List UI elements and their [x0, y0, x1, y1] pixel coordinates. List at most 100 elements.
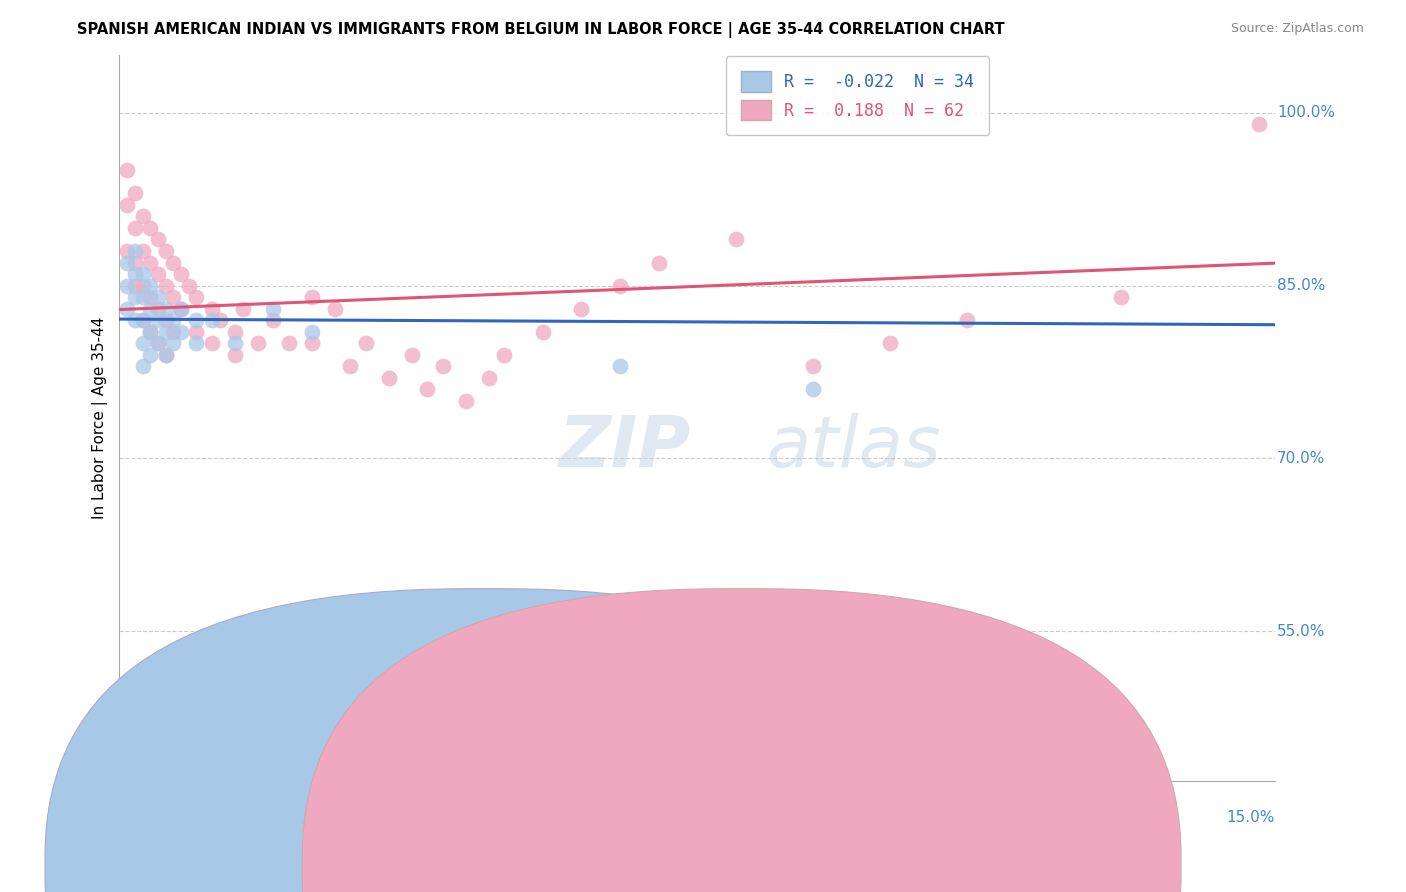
Point	[162, 313, 184, 327]
Text: atlas: atlas	[766, 413, 941, 482]
Point	[401, 348, 423, 362]
Point	[155, 348, 177, 362]
Point	[124, 255, 146, 269]
Point	[339, 359, 361, 374]
Point	[146, 267, 169, 281]
Point	[162, 336, 184, 351]
Text: SPANISH AMERICAN INDIAN VS IMMIGRANTS FROM BELGIUM IN LABOR FORCE | AGE 35-44 CO: SPANISH AMERICAN INDIAN VS IMMIGRANTS FR…	[77, 22, 1005, 38]
Point	[139, 278, 162, 293]
Text: 0.0%: 0.0%	[120, 810, 159, 825]
Text: Immigrants from Belgium: Immigrants from Belgium	[773, 857, 960, 872]
Point	[647, 255, 669, 269]
Point	[432, 359, 454, 374]
Point	[162, 325, 184, 339]
Point	[378, 370, 401, 384]
Point	[201, 301, 224, 316]
Point	[162, 255, 184, 269]
Point	[115, 244, 138, 258]
Point	[879, 336, 901, 351]
Point	[115, 198, 138, 212]
Point	[131, 278, 153, 293]
Point	[131, 267, 153, 281]
Legend: R =  -0.022  N = 34, R =  0.188  N = 62: R = -0.022 N = 34, R = 0.188 N = 62	[725, 56, 988, 136]
Point	[139, 348, 162, 362]
Point	[146, 313, 169, 327]
Point	[801, 382, 824, 396]
Point	[170, 301, 193, 316]
Point	[224, 325, 246, 339]
Point	[139, 325, 162, 339]
Point	[131, 313, 153, 327]
Point	[201, 336, 224, 351]
Text: Spanish American Indians: Spanish American Indians	[520, 857, 710, 872]
Point	[801, 359, 824, 374]
Point	[155, 313, 177, 327]
Point	[146, 290, 169, 304]
Point	[139, 255, 162, 269]
Point	[609, 278, 631, 293]
Text: Source: ZipAtlas.com: Source: ZipAtlas.com	[1230, 22, 1364, 36]
Point	[124, 244, 146, 258]
Point	[131, 359, 153, 374]
Point	[323, 301, 346, 316]
Point	[115, 255, 138, 269]
Point	[155, 278, 177, 293]
Point	[124, 186, 146, 201]
Point	[139, 325, 162, 339]
Point	[131, 290, 153, 304]
Point	[247, 336, 270, 351]
Point	[155, 348, 177, 362]
Point	[131, 210, 153, 224]
Point	[124, 278, 146, 293]
Text: ZIP: ZIP	[558, 413, 690, 482]
Point	[232, 301, 254, 316]
Point	[186, 336, 208, 351]
Point	[262, 313, 284, 327]
Point	[155, 325, 177, 339]
Point	[177, 278, 200, 293]
Point	[609, 359, 631, 374]
Point	[531, 325, 554, 339]
Point	[571, 301, 593, 316]
Text: 70.0%: 70.0%	[1277, 450, 1326, 466]
Point	[208, 313, 231, 327]
Point	[170, 325, 193, 339]
Point	[301, 336, 323, 351]
Point	[155, 301, 177, 316]
Point	[131, 313, 153, 327]
Point	[115, 163, 138, 178]
Point	[724, 232, 747, 246]
Point	[146, 336, 169, 351]
Text: 15.0%: 15.0%	[1226, 810, 1275, 825]
Point	[115, 301, 138, 316]
Point	[146, 336, 169, 351]
Point	[170, 267, 193, 281]
Point	[201, 313, 224, 327]
Point	[162, 290, 184, 304]
Point	[146, 301, 169, 316]
Point	[124, 290, 146, 304]
Point	[1249, 117, 1271, 131]
Point	[277, 336, 299, 351]
Text: 100.0%: 100.0%	[1277, 105, 1334, 120]
Point	[454, 393, 477, 408]
Point	[1109, 290, 1132, 304]
Point	[354, 336, 377, 351]
Point	[155, 244, 177, 258]
Point	[115, 278, 138, 293]
Point	[146, 232, 169, 246]
Point	[301, 290, 323, 304]
Text: 55.0%: 55.0%	[1277, 624, 1326, 639]
Point	[955, 313, 977, 327]
Point	[494, 348, 516, 362]
Text: 85.0%: 85.0%	[1277, 278, 1326, 293]
Point	[224, 336, 246, 351]
Point	[224, 348, 246, 362]
Point	[131, 336, 153, 351]
Point	[124, 221, 146, 235]
Point	[186, 325, 208, 339]
Point	[131, 244, 153, 258]
Y-axis label: In Labor Force | Age 35-44: In Labor Force | Age 35-44	[93, 317, 108, 519]
Point	[262, 301, 284, 316]
Point	[124, 313, 146, 327]
